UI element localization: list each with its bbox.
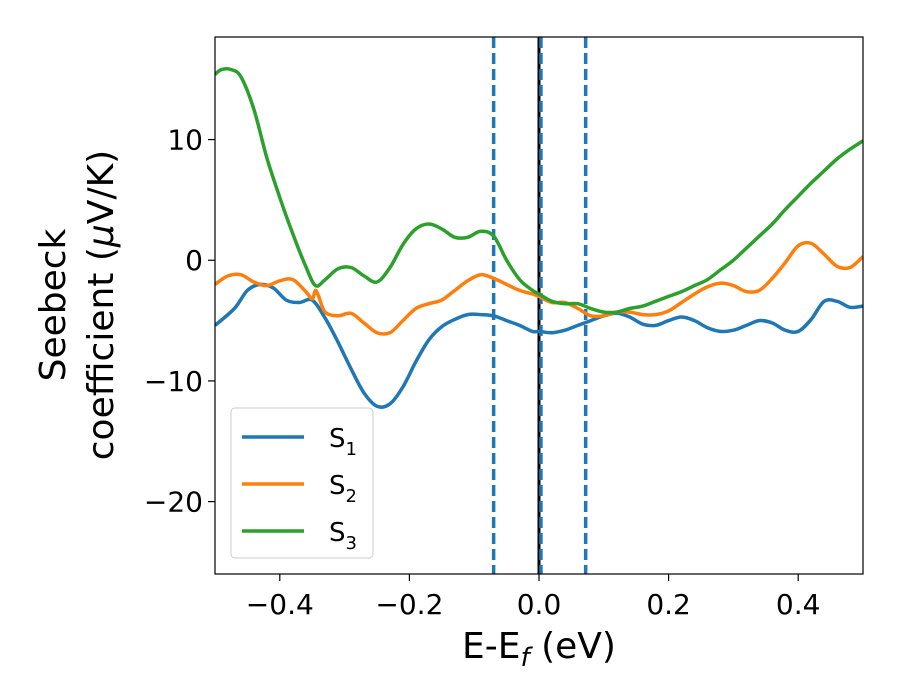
series-lines <box>215 67 863 409</box>
y-tick-label: 10 <box>167 124 203 157</box>
x-tick-label: 0.2 <box>646 588 691 621</box>
legend-label-s2: S2 <box>329 471 357 507</box>
legend: S1 S2 S3 <box>230 407 374 559</box>
series-line-s3 <box>215 67 863 315</box>
y-tick-label: −20 <box>144 486 203 519</box>
svg-text:coefficient (μV/K): coefficient (μV/K) <box>81 150 122 460</box>
y-axis-label: Seebeck coefficient (μV/K) <box>33 150 122 460</box>
legend-label-s1: S1 <box>329 424 357 460</box>
x-tick-label: 0.0 <box>517 588 562 621</box>
y-tick-label: 0 <box>185 244 203 277</box>
y-axis-ticks: 10 0 −10 −20 <box>144 124 215 519</box>
vertical-lines <box>491 37 588 574</box>
svg-text:Seebeck: Seebeck <box>33 228 74 381</box>
x-axis-ticks: −0.4 −0.2 0.0 0.2 0.4 <box>246 574 821 621</box>
y-tick-label: −10 <box>144 365 203 398</box>
x-axis-label: E-Ef (eV) <box>462 626 616 673</box>
series-line-s1 <box>215 282 863 409</box>
series-line-s2 <box>215 240 863 336</box>
x-tick-label: −0.2 <box>375 588 443 621</box>
x-tick-label: 0.4 <box>776 588 821 621</box>
x-tick-label: −0.4 <box>246 588 314 621</box>
legend-label-s3: S3 <box>329 518 357 554</box>
